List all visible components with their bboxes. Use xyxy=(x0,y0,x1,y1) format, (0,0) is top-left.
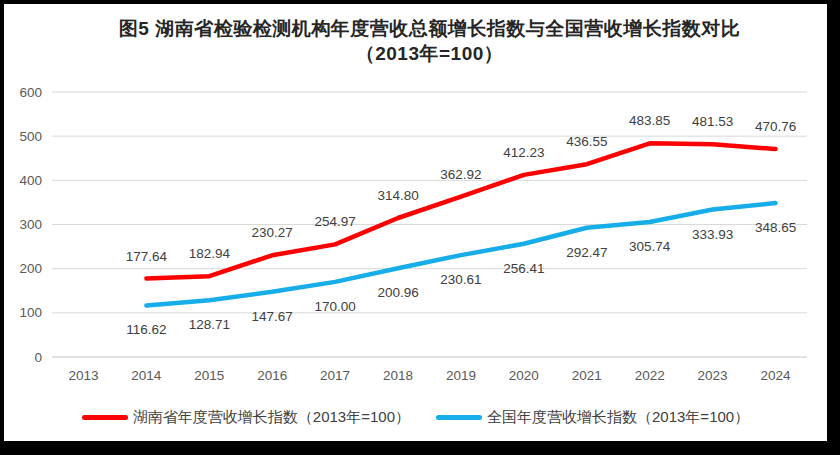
x-axis-tick-label: 2013 xyxy=(68,368,98,383)
x-axis-tick-label: 2023 xyxy=(698,368,728,383)
data-label: 182.94 xyxy=(189,246,231,261)
data-label: 256.41 xyxy=(503,261,544,276)
legend-item-hunan: 湖南省年度营收增长指数（2013年=100） xyxy=(82,408,410,427)
data-label: 170.00 xyxy=(314,299,355,314)
x-axis-tick-label: 2020 xyxy=(509,368,539,383)
y-axis-tick-label: 400 xyxy=(19,173,42,188)
y-axis-tick-label: 100 xyxy=(19,305,42,320)
chart-legend: 湖南省年度营收增长指数（2013年=100） 全国年度营收增长指数（2013年=… xyxy=(4,408,827,427)
legend-label-hunan: 湖南省年度营收增长指数（2013年=100） xyxy=(133,408,410,427)
data-label: 470.76 xyxy=(755,119,796,134)
data-label: 412.23 xyxy=(503,145,544,160)
data-label: 230.27 xyxy=(252,225,293,240)
y-axis-tick-label: 600 xyxy=(19,85,42,100)
data-label: 200.96 xyxy=(377,285,418,300)
data-label: 348.65 xyxy=(755,220,796,235)
data-label: 128.71 xyxy=(189,317,230,332)
national-line-swatch-icon xyxy=(436,415,482,420)
data-label: 116.62 xyxy=(126,322,166,337)
data-label: 254.97 xyxy=(314,214,355,229)
x-axis-tick-label: 2017 xyxy=(320,368,350,383)
legend-item-national: 全国年度营收增长指数（2013年=100） xyxy=(436,408,749,427)
screenshot-frame: 图5 湖南省检验检测机构年度营收总额增长指数与全国营收增长指数对比 （2013年… xyxy=(0,0,840,455)
x-axis-tick-label: 2021 xyxy=(572,368,602,383)
x-axis-tick-label: 2014 xyxy=(131,368,162,383)
data-label: 436.55 xyxy=(566,134,607,149)
x-axis-tick-label: 2022 xyxy=(635,368,665,383)
series-line-0 xyxy=(146,143,775,278)
line-chart: 0 100 200 300 400 500 600 2013 2014 2015 2016 2017 2… xyxy=(4,4,827,441)
data-label: 333.93 xyxy=(692,227,733,242)
hunan-line-swatch-icon xyxy=(82,415,128,420)
y-axis-tick-label: 500 xyxy=(19,129,42,144)
x-axis-tick-label: 2024 xyxy=(761,368,792,383)
y-axis-tick-label: 0 xyxy=(34,350,42,365)
data-label: 314.80 xyxy=(377,188,418,203)
x-axis-tick-label: 2015 xyxy=(194,368,224,383)
chart-canvas: 图5 湖南省检验检测机构年度营收总额增长指数与全国营收增长指数对比 （2013年… xyxy=(4,4,827,441)
x-axis-tick-label: 2018 xyxy=(383,368,413,383)
series-line-1 xyxy=(146,203,775,306)
data-label: 305.74 xyxy=(629,239,671,254)
x-axis-tick-label: 2019 xyxy=(446,368,476,383)
data-label: 147.67 xyxy=(252,309,293,324)
data-label: 481.53 xyxy=(692,114,733,129)
data-label: 483.85 xyxy=(629,113,670,128)
data-label: 292.47 xyxy=(566,245,607,260)
legend-label-national: 全国年度营收增长指数（2013年=100） xyxy=(487,408,749,427)
y-axis-tick-label: 200 xyxy=(19,261,42,276)
data-label: 362.92 xyxy=(440,167,481,182)
y-axis-tick-label: 300 xyxy=(19,217,42,232)
data-label: 230.61 xyxy=(440,272,481,287)
x-axis-tick-label: 2016 xyxy=(257,368,287,383)
data-label: 177.64 xyxy=(126,249,168,264)
